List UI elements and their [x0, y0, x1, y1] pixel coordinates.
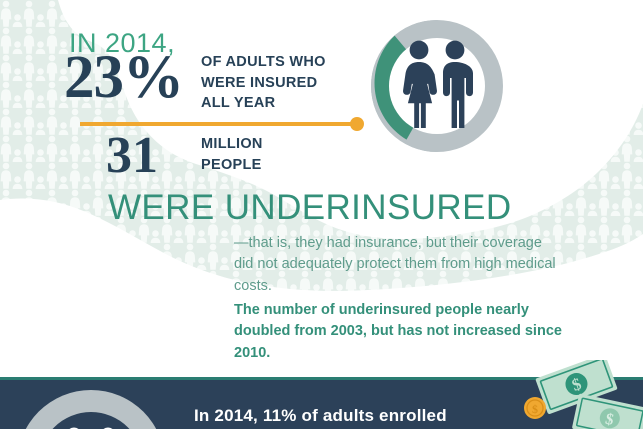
million-caption: MILLION PEOPLE	[201, 134, 263, 175]
percent-caption: OF ADULTS WHO WERE INSURED ALL YEAR	[201, 52, 326, 114]
coin-icon: $	[524, 397, 546, 419]
percent-caption-line-3: ALL YEAR	[201, 95, 276, 112]
woman-icon	[403, 40, 437, 128]
million-caption-line-1: MILLION	[201, 136, 263, 152]
percent-stat: 23%	[64, 44, 184, 111]
band-statement: In 2014, 11% of adults enrolled	[194, 406, 447, 425]
svg-text:$: $	[604, 411, 615, 429]
trend-paragraph: The number of underinsured people nearly…	[234, 302, 562, 361]
percent-caption-line-2: WERE INSURED	[201, 74, 318, 91]
percent-caption-line-1: OF ADULTS WHO	[201, 54, 326, 70]
bill-bottom: $	[572, 393, 643, 429]
description-paragraph: —that is, they had insurance, but their …	[234, 235, 556, 294]
man-icon	[443, 40, 473, 128]
million-caption-line-2: PEOPLE	[201, 156, 262, 173]
svg-text:$: $	[532, 402, 538, 416]
year-label: IN 2014,	[69, 28, 176, 58]
connector-line	[80, 122, 358, 126]
million-stat: 31	[106, 127, 158, 184]
couple-icon	[398, 40, 476, 132]
connector-dot	[350, 117, 364, 131]
bill-top: $	[535, 354, 618, 414]
page-title: WERE UNDERINSURED	[108, 188, 512, 227]
money-bills-icon: $ $ $	[512, 354, 643, 429]
donut-chart-11-percent	[16, 389, 166, 429]
